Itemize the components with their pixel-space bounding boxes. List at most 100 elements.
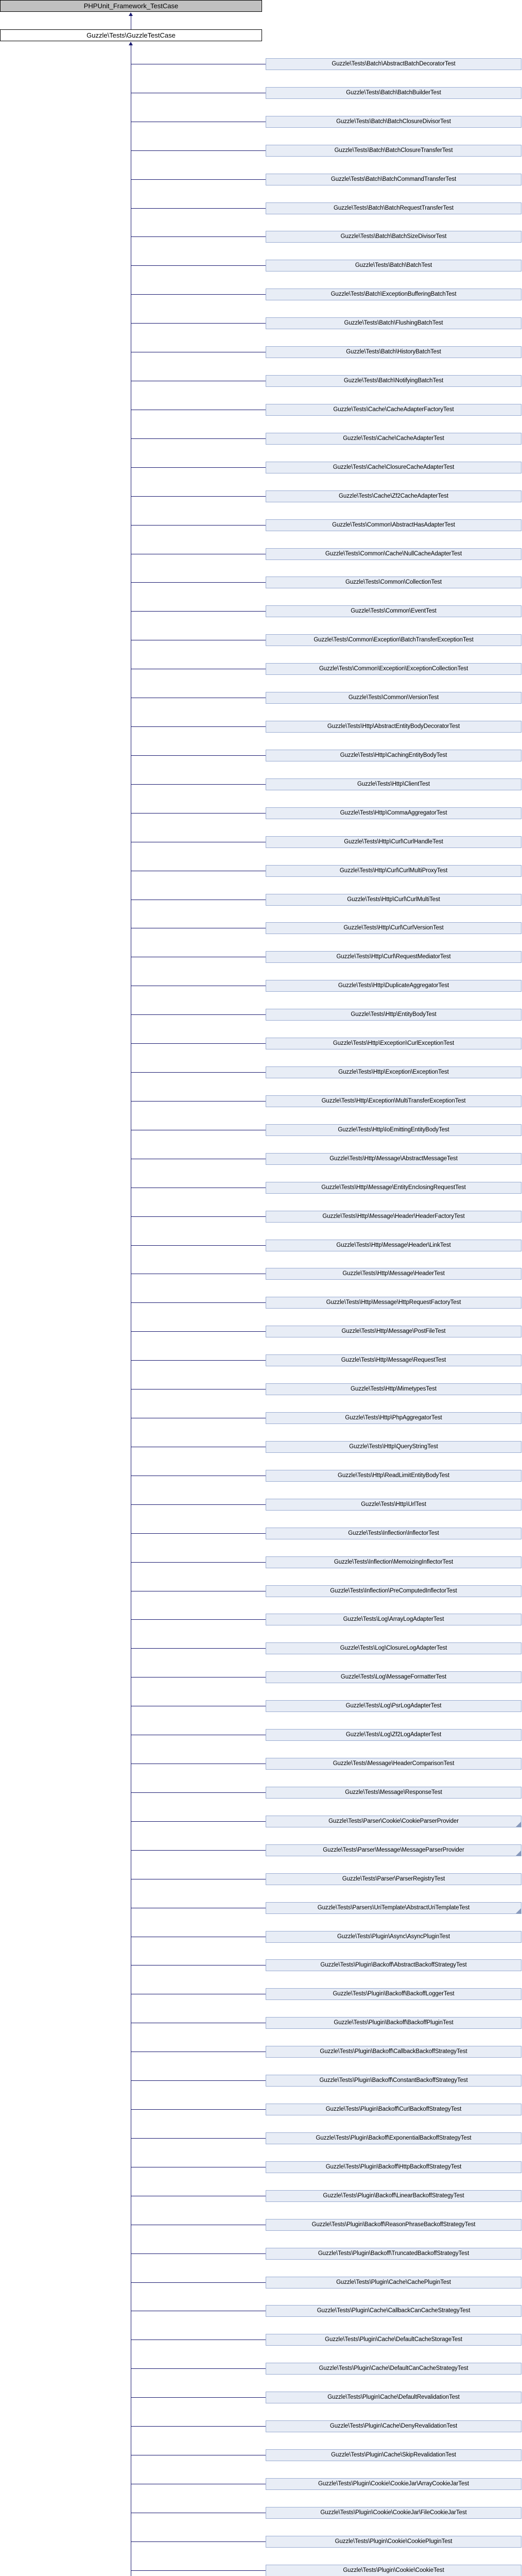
class-node[interactable]: Guzzle\Tests\Plugin\Cache\DefaultCacheSt… bbox=[266, 2334, 521, 2346]
connector-line bbox=[131, 525, 266, 526]
connector-line bbox=[131, 1360, 266, 1361]
class-node[interactable]: Guzzle\Tests\Log\ArrayLogAdapterTest bbox=[266, 1614, 521, 1625]
class-node[interactable]: Guzzle\Tests\Log\ClosureLogAdapterTest bbox=[266, 1642, 521, 1654]
class-node[interactable]: Guzzle\Tests\Batch\BatchRequestTransferT… bbox=[266, 202, 521, 214]
class-node[interactable]: Guzzle\Tests\Batch\BatchBuilderTest bbox=[266, 87, 521, 99]
class-node[interactable]: Guzzle\Tests\Cache\Zf2CacheAdapterTest bbox=[266, 490, 521, 502]
class-node[interactable]: Guzzle\Tests\Log\MessageFormatterTest bbox=[266, 1671, 521, 1683]
class-node[interactable]: Guzzle\Tests\Common\Exception\BatchTrans… bbox=[266, 634, 521, 646]
class-node[interactable]: Guzzle\Tests\Batch\BatchTest bbox=[266, 260, 521, 272]
connector-line bbox=[131, 1850, 266, 1851]
class-node[interactable]: Guzzle\Tests\Plugin\Cache\DefaultCanCach… bbox=[266, 2363, 521, 2375]
class-node[interactable]: Guzzle\Tests\Http\PhpAggregatorTest bbox=[266, 1412, 521, 1424]
class-node[interactable]: Guzzle\Tests\Http\Message\PostFileTest bbox=[266, 1326, 521, 1337]
class-node[interactable]: Guzzle\Tests\Http\Curl\CurlVersionTest bbox=[266, 922, 521, 934]
class-node[interactable]: Guzzle\Tests\Batch\BatchClosureTransferT… bbox=[266, 145, 521, 157]
class-node[interactable]: Guzzle\Tests\Http\Message\EntityEnclosin… bbox=[266, 1182, 521, 1194]
class-node[interactable]: Guzzle\Tests\Http\CommaAggregatorTest bbox=[266, 807, 521, 819]
class-node[interactable]: Guzzle\Tests\Log\Zf2LogAdapterTest bbox=[266, 1729, 521, 1741]
class-node[interactable]: Guzzle\Tests\Plugin\Backoff\ConstantBack… bbox=[266, 2075, 521, 2087]
class-node[interactable]: Guzzle\Tests\Cache\CacheAdapterFactoryTe… bbox=[266, 404, 521, 416]
connector-line bbox=[131, 1245, 266, 1246]
class-node[interactable]: Guzzle\Tests\Http\Message\Header\LinkTes… bbox=[266, 1240, 521, 1251]
class-node[interactable]: Guzzle\Tests\Batch\NotifyingBatchTest bbox=[266, 375, 521, 387]
class-node[interactable]: Guzzle\Tests\Batch\BatchSizeDivisorTest bbox=[266, 231, 521, 243]
class-node[interactable]: Guzzle\Tests\Message\ResponseTest bbox=[266, 1787, 521, 1799]
class-node[interactable]: Guzzle\Tests\Http\CachingEntityBodyTest bbox=[266, 750, 521, 761]
class-name-label: Guzzle\Tests\Plugin\Backoff\BackoffLogge… bbox=[333, 1991, 455, 1997]
class-node[interactable]: Guzzle\Tests\Cache\ClosureCacheAdapterTe… bbox=[266, 462, 521, 473]
class-node[interactable]: Guzzle\Tests\Plugin\Cache\SkipRevalidati… bbox=[266, 2449, 521, 2461]
class-name-label: Guzzle\Tests\Plugin\Backoff\AbstractBack… bbox=[320, 1962, 467, 1968]
class-node[interactable]: Guzzle\Tests\Batch\BatchClosureDivisorTe… bbox=[266, 116, 521, 128]
class-node[interactable]: Guzzle\Tests\Batch\FlushingBatchTest bbox=[266, 317, 521, 329]
connector-line bbox=[131, 2138, 266, 2139]
class-node[interactable]: Guzzle\Tests\Parser\Cookie\CookieParserP… bbox=[266, 1816, 521, 1827]
class-node[interactable]: Guzzle\Tests\Http\ReadLimitEntityBodyTes… bbox=[266, 1470, 521, 1482]
class-node[interactable]: Guzzle\Tests\Http\EntityBodyTest bbox=[266, 1009, 521, 1021]
class-node[interactable]: Guzzle\Tests\Http\Message\HttpRequestFac… bbox=[266, 1297, 521, 1309]
class-node[interactable]: Guzzle\Tests\Http\Curl\CurlMultiTest bbox=[266, 894, 521, 906]
class-node[interactable]: Guzzle\Tests\Plugin\Cookie\CookieTest bbox=[266, 2565, 521, 2576]
class-node[interactable]: Guzzle\Tests\Plugin\Backoff\BackoffPlugi… bbox=[266, 2017, 521, 2029]
class-node[interactable]: Guzzle\Tests\Plugin\Backoff\CallbackBack… bbox=[266, 2046, 521, 2058]
class-node[interactable]: Guzzle\Tests\Plugin\Backoff\HttpBackoffS… bbox=[266, 2161, 521, 2173]
class-node[interactable]: Guzzle\Tests\Common\VersionTest bbox=[266, 692, 521, 704]
class-node[interactable]: Guzzle\Tests\Http\UrlTest bbox=[266, 1499, 521, 1511]
class-node[interactable]: Guzzle\Tests\Message\HeaderComparisonTes… bbox=[266, 1758, 521, 1770]
class-node[interactable]: Guzzle\Tests\Http\Message\Header\HeaderF… bbox=[266, 1211, 521, 1223]
class-node[interactable]: Guzzle\Tests\Http\Curl\RequestMediatorTe… bbox=[266, 951, 521, 963]
class-node[interactable]: Guzzle\Tests\Parser\Message\MessageParse… bbox=[266, 1844, 521, 1856]
class-node[interactable]: Guzzle\Tests\Parsers\UriTemplate\Abstrac… bbox=[266, 1902, 521, 1914]
class-node[interactable]: Guzzle\Tests\Http\Message\AbstractMessag… bbox=[266, 1153, 521, 1165]
class-node[interactable]: Guzzle\Tests\Plugin\Cache\DenyRevalidati… bbox=[266, 2420, 521, 2432]
class-node[interactable]: Guzzle\Tests\Http\Message\RequestTest bbox=[266, 1354, 521, 1366]
class-node[interactable]: Guzzle\Tests\Http\QueryStringTest bbox=[266, 1441, 521, 1453]
class-node[interactable]: Guzzle\Tests\Plugin\Cookie\CookieJar\Fil… bbox=[266, 2507, 521, 2519]
class-node[interactable]: Guzzle\Tests\Plugin\Backoff\BackoffLogge… bbox=[266, 1988, 521, 2000]
class-node[interactable]: Guzzle\Tests\Http\DuplicateAggregatorTes… bbox=[266, 980, 521, 992]
class-node[interactable]: Guzzle\Tests\Plugin\Backoff\CurlBackoffS… bbox=[266, 2104, 521, 2115]
class-node[interactable]: Guzzle\Tests\Http\IoEmittingEntityBodyTe… bbox=[266, 1124, 521, 1136]
class-node[interactable]: Guzzle\Tests\Http\AbstractEntityBodyDeco… bbox=[266, 721, 521, 733]
class-node[interactable]: Guzzle\Tests\Http\Exception\ExceptionTes… bbox=[266, 1066, 521, 1078]
connector-line bbox=[131, 1014, 266, 1015]
class-node[interactable]: Guzzle\Tests\Inflection\PreComputedInfle… bbox=[266, 1585, 521, 1597]
class-node[interactable]: Guzzle\Tests\Http\ClientTest bbox=[266, 778, 521, 790]
class-node[interactable]: Guzzle\Tests\Log\PsrLogAdapterTest bbox=[266, 1700, 521, 1712]
class-node-phpunit-framework-testcase[interactable]: PHPUnit_Framework_TestCase bbox=[0, 0, 262, 12]
class-node[interactable]: Guzzle\Tests\Inflection\MemoizingInflect… bbox=[266, 1556, 521, 1568]
class-node[interactable]: Guzzle\Tests\Http\Exception\MultiTransfe… bbox=[266, 1095, 521, 1107]
class-node[interactable]: Guzzle\Tests\Http\Message\HeaderTest bbox=[266, 1268, 521, 1280]
class-node[interactable]: Guzzle\Tests\Batch\AbstractBatchDecorato… bbox=[266, 58, 521, 70]
class-node[interactable]: Guzzle\Tests\Plugin\Cache\CallbackCanCac… bbox=[266, 2305, 521, 2317]
class-node[interactable]: Guzzle\Tests\Common\CollectionTest bbox=[266, 577, 521, 588]
class-node[interactable]: Guzzle\Tests\Http\Curl\CurlHandleTest bbox=[266, 836, 521, 848]
class-node[interactable]: Guzzle\Tests\Common\AbstractHasAdapterTe… bbox=[266, 519, 521, 531]
connector-line bbox=[131, 726, 266, 727]
class-node[interactable]: Guzzle\Tests\Plugin\Cookie\CookiePluginT… bbox=[266, 2536, 521, 2548]
class-node[interactable]: Guzzle\Tests\Plugin\Backoff\TruncatedBac… bbox=[266, 2248, 521, 2260]
class-node[interactable]: Guzzle\Tests\Http\Exception\CurlExceptio… bbox=[266, 1038, 521, 1049]
connector-line bbox=[131, 179, 266, 180]
class-node[interactable]: Guzzle\Tests\Common\Cache\NullCacheAdapt… bbox=[266, 548, 521, 560]
class-node[interactable]: Guzzle\Tests\Parser\ParserRegistryTest bbox=[266, 1873, 521, 1885]
class-node[interactable]: Guzzle\Tests\Cache\CacheAdapterTest bbox=[266, 433, 521, 445]
class-node[interactable]: Guzzle\Tests\Plugin\Cache\CachePluginTes… bbox=[266, 2277, 521, 2289]
class-node[interactable]: Guzzle\Tests\Batch\ExceptionBufferingBat… bbox=[266, 289, 521, 300]
class-node[interactable]: Guzzle\Tests\Inflection\InflectorTest bbox=[266, 1528, 521, 1539]
class-node[interactable]: Guzzle\Tests\Plugin\Cookie\CookieJar\Arr… bbox=[266, 2478, 521, 2490]
class-node[interactable]: Guzzle\Tests\Plugin\Backoff\ExponentialB… bbox=[266, 2132, 521, 2144]
class-node[interactable]: Guzzle\Tests\Plugin\Backoff\ReasonPhrase… bbox=[266, 2219, 521, 2231]
class-node[interactable]: Guzzle\Tests\Plugin\Async\AsyncPluginTes… bbox=[266, 1931, 521, 1943]
class-node[interactable]: Guzzle\Tests\Common\Exception\ExceptionC… bbox=[266, 663, 521, 675]
class-node[interactable]: Guzzle\Tests\Common\EventTest bbox=[266, 605, 521, 617]
class-node[interactable]: Guzzle\Tests\Plugin\Backoff\LinearBackof… bbox=[266, 2190, 521, 2202]
class-node[interactable]: Guzzle\Tests\Http\MimetypesTest bbox=[266, 1383, 521, 1395]
class-node[interactable]: Guzzle\Tests\Batch\BatchCommandTransferT… bbox=[266, 174, 521, 185]
class-node[interactable]: Guzzle\Tests\Http\Curl\CurlMultiProxyTes… bbox=[266, 865, 521, 877]
class-node-guzzle-testcase[interactable]: Guzzle\Tests\GuzzleTestCase bbox=[0, 29, 262, 41]
class-node[interactable]: Guzzle\Tests\Plugin\Cache\DefaultRevalid… bbox=[266, 2392, 521, 2403]
class-node[interactable]: Guzzle\Tests\Plugin\Backoff\AbstractBack… bbox=[266, 1959, 521, 1971]
class-node[interactable]: Guzzle\Tests\Batch\HistoryBatchTest bbox=[266, 346, 521, 358]
